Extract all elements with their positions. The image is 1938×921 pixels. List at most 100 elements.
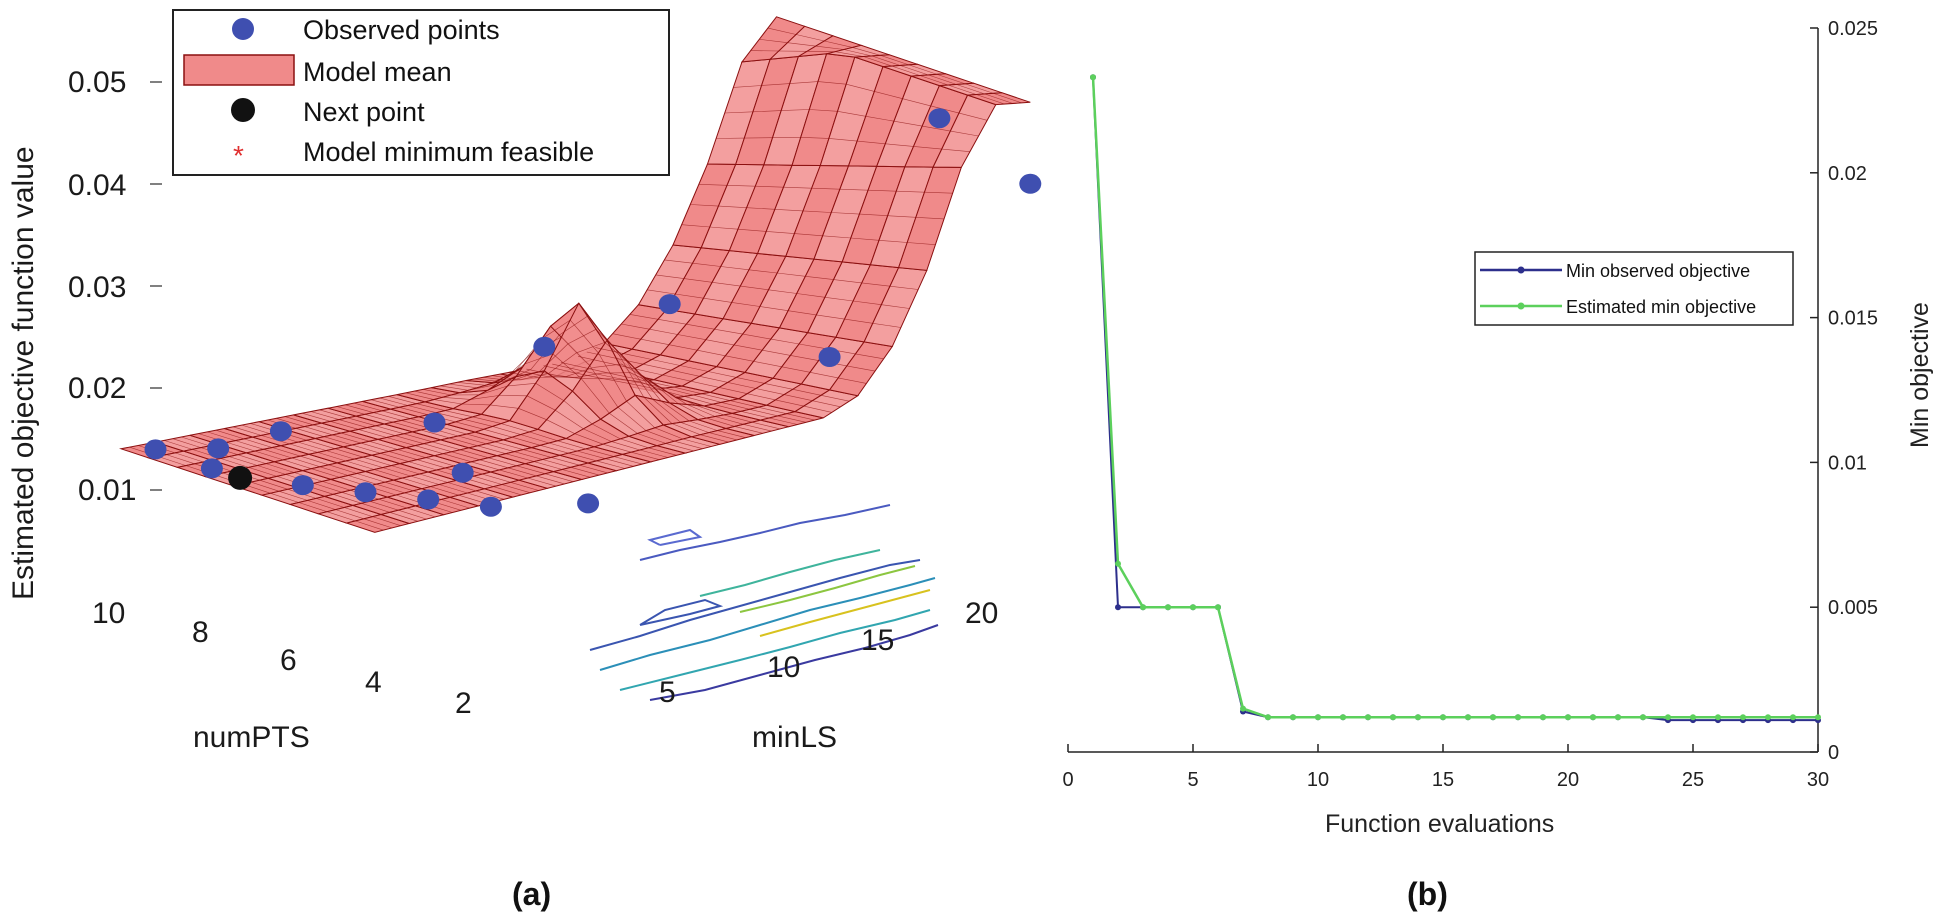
y-tick-label: 2 — [455, 687, 472, 720]
surface-mesh-line — [539, 343, 569, 372]
surface-mesh-line — [580, 370, 609, 377]
series-point — [1090, 74, 1096, 81]
surface-mesh-line — [533, 461, 563, 470]
surface-mesh-line — [574, 433, 604, 445]
surface-mesh-line — [310, 411, 339, 420]
surface-mesh-line — [686, 323, 715, 330]
surface-mesh-line — [755, 185, 784, 188]
surface-mesh-line — [257, 465, 286, 475]
surface-mesh-line — [878, 240, 908, 243]
surface-mesh-line — [477, 445, 506, 454]
surface-mesh-line — [786, 413, 815, 421]
surface-mesh-line — [781, 366, 811, 373]
surface-mesh-line — [753, 361, 782, 368]
surface-mesh-line — [382, 467, 411, 477]
surface-mesh-line — [391, 465, 420, 475]
surface-mesh-line — [207, 431, 236, 441]
surface-mesh-line — [546, 419, 575, 434]
surface-mesh-line — [326, 450, 355, 460]
surface-mesh-line — [334, 448, 364, 458]
surface-mesh-line — [855, 353, 884, 360]
surface-mesh-line — [682, 438, 712, 447]
surface-mesh-line — [436, 412, 465, 420]
series-point — [1115, 604, 1121, 611]
series-point — [1190, 604, 1196, 611]
surface-mesh-line — [852, 47, 881, 56]
series-point — [1440, 714, 1446, 721]
chart-b-series — [1090, 74, 1821, 724]
surface-mesh-line — [423, 443, 452, 453]
surface-mesh-line — [422, 389, 452, 396]
series-point — [1690, 714, 1696, 721]
surface-mesh-line — [752, 110, 782, 113]
surface-mesh-line — [284, 416, 314, 426]
surface-mesh-line — [379, 397, 408, 406]
series-point — [1490, 714, 1496, 721]
surface-mesh-line — [414, 445, 444, 454]
surface-mesh-line — [441, 499, 470, 509]
surface-mesh-line — [559, 316, 588, 336]
surface-mesh-line — [372, 516, 401, 526]
surface-mesh-line — [598, 352, 627, 402]
series-point — [1215, 604, 1221, 611]
surface-mesh-line — [777, 415, 807, 423]
y-axis-label: numPTS — [193, 721, 310, 754]
surface-mesh-line — [868, 189, 897, 192]
surface-mesh-line — [759, 39, 788, 43]
surface-mesh-line — [686, 404, 716, 417]
legend-panel-b: Min observed objective Estimated min obj… — [1474, 251, 1794, 326]
surface-mesh-line — [345, 460, 375, 470]
surface-mesh-line — [492, 426, 521, 435]
surface-mesh-line — [950, 130, 979, 137]
series-point — [1365, 714, 1371, 721]
surface-mesh-line — [455, 421, 484, 430]
surface-mesh-line — [865, 116, 895, 122]
surface-mesh-line — [769, 417, 798, 425]
series-point — [1540, 714, 1546, 721]
surface-mesh-line — [510, 482, 539, 491]
surface-mesh-line — [645, 380, 674, 388]
surface-mesh-line — [244, 438, 273, 448]
surface-mesh-line — [526, 395, 556, 411]
surface-mesh-line — [924, 191, 953, 194]
surface-mesh-line — [692, 262, 721, 267]
y-tick-label: 0.01 — [1828, 452, 1867, 474]
next-point-marker — [228, 465, 253, 490]
surface-mesh-line — [386, 437, 415, 446]
legend-panel-a: Observed points Model mean Next point * … — [172, 9, 670, 176]
surface-mesh-line — [715, 416, 744, 425]
legend-b-box — [1474, 251, 1794, 326]
surface-mesh-line — [298, 441, 327, 451]
surface-mesh-line — [662, 374, 691, 382]
surface-mesh-line — [542, 459, 571, 468]
surface-mesh-line — [700, 434, 729, 443]
surface-mesh-line — [902, 98, 931, 107]
y-tick-label: 4 — [365, 666, 382, 699]
surface-mesh-line — [355, 520, 384, 531]
surface-mesh-line — [736, 377, 765, 384]
surface-mesh-line — [930, 105, 960, 114]
surface-mesh-line — [937, 74, 966, 85]
surface-mesh-line — [889, 285, 919, 290]
surface-mesh-line — [615, 348, 645, 398]
series-point — [1165, 604, 1171, 611]
surface-mesh-line — [665, 443, 694, 452]
series-point — [1115, 560, 1121, 567]
surface-mesh-line — [790, 355, 819, 361]
surface-mesh-line — [586, 351, 616, 359]
y-tick-label: 0.015 — [1828, 308, 1878, 330]
surface-mesh-line — [272, 447, 301, 457]
surface-mesh-line — [562, 469, 591, 478]
surface-mesh-line — [403, 433, 433, 443]
surface-mesh-line — [432, 441, 461, 451]
series-point — [1815, 714, 1821, 721]
surface-mesh-line — [664, 259, 693, 264]
surface-mesh-line — [520, 434, 550, 444]
observed-point — [144, 439, 167, 460]
series-point — [1790, 714, 1796, 721]
surface-mesh-line — [507, 383, 536, 387]
surface-mesh-line — [805, 276, 834, 280]
surface-mesh-line — [613, 456, 643, 465]
caption-b: (b) — [1407, 876, 1448, 912]
surface-mesh-line — [276, 418, 305, 427]
